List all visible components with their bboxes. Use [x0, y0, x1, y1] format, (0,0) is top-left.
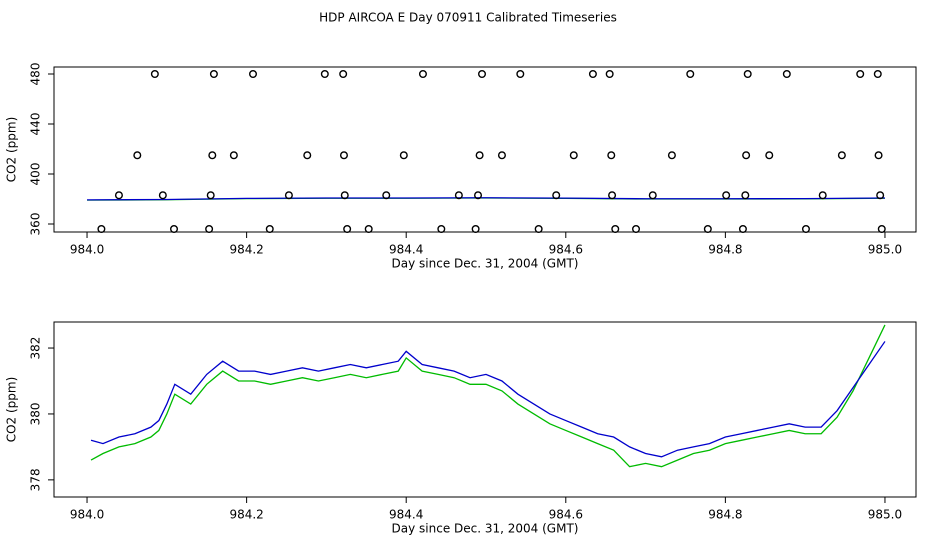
data-point	[722, 191, 731, 200]
x-tick-label: 984.0	[70, 508, 104, 522]
x-tick-label: 984.6	[549, 243, 583, 257]
data-point	[611, 224, 620, 233]
data-point	[320, 69, 329, 78]
data-point	[516, 69, 525, 78]
y-axis-label: CO2 (ppm)	[5, 117, 19, 183]
x-axis-label: Day since Dec. 31, 2004 (GMT)	[392, 257, 579, 271]
y-axis-label: CO2 (ppm)	[5, 377, 19, 443]
data-point	[569, 151, 578, 160]
data-point	[667, 151, 676, 160]
series-line	[90, 324, 886, 468]
data-point	[588, 69, 597, 78]
data-point	[170, 224, 179, 233]
data-point	[114, 191, 123, 200]
data-point	[382, 191, 391, 200]
data-point	[399, 151, 408, 160]
data-point	[249, 69, 258, 78]
x-tick-label: 984.4	[389, 243, 423, 257]
page-title: HDP AIRCOA E Day 070911 Calibrated Times…	[319, 11, 617, 25]
x-tick-label: 984.6	[549, 508, 583, 522]
x-tick-label: 985.0	[868, 243, 902, 257]
data-point	[343, 224, 352, 233]
data-point	[205, 224, 214, 233]
data-point	[471, 224, 480, 233]
data-point	[873, 69, 882, 78]
data-point	[818, 191, 827, 200]
data-point	[703, 224, 712, 233]
data-point	[437, 224, 446, 233]
y-tick-label: 360	[29, 213, 43, 236]
y-tick-label: 480	[29, 63, 43, 86]
y-tick-label: 440	[29, 113, 43, 136]
data-point	[478, 69, 487, 78]
data-point	[686, 69, 695, 78]
data-point	[97, 224, 106, 233]
data-point	[876, 191, 885, 200]
data-point	[340, 191, 349, 200]
x-tick-label: 984.2	[229, 508, 263, 522]
data-point	[742, 151, 751, 160]
y-tick-label: 400	[29, 163, 43, 186]
plot-frame	[53, 321, 917, 498]
data-point	[150, 69, 159, 78]
data-point	[475, 151, 484, 160]
y-tick-label: 382	[29, 337, 43, 360]
data-point	[206, 191, 215, 200]
data-point	[497, 151, 506, 160]
data-point	[607, 151, 616, 160]
data-point	[209, 69, 218, 78]
data-point	[741, 191, 750, 200]
data-point	[339, 151, 348, 160]
x-tick-label: 984.0	[70, 243, 104, 257]
y-tick-label: 378	[29, 468, 43, 491]
data-point	[837, 151, 846, 160]
data-point	[133, 151, 142, 160]
x-tick-label: 984.8	[708, 508, 742, 522]
y-tick-label: 380	[29, 402, 43, 425]
data-point	[605, 69, 614, 78]
plot-frame	[53, 66, 917, 233]
data-point	[877, 224, 886, 233]
data-point	[454, 191, 463, 200]
data-point	[208, 151, 217, 160]
data-point	[552, 191, 561, 200]
data-point	[474, 191, 483, 200]
data-point	[284, 191, 293, 200]
data-point	[648, 191, 657, 200]
data-point	[738, 224, 747, 233]
data-point	[418, 69, 427, 78]
series-line	[90, 341, 886, 458]
series-line	[87, 197, 885, 201]
data-point	[608, 191, 617, 200]
data-point	[303, 151, 312, 160]
x-tick-label: 984.2	[229, 243, 263, 257]
data-point	[364, 224, 373, 233]
x-tick-label: 985.0	[868, 508, 902, 522]
x-tick-label: 984.8	[708, 243, 742, 257]
data-point	[265, 224, 274, 233]
data-point	[743, 69, 752, 78]
data-point	[765, 151, 774, 160]
data-point	[229, 151, 238, 160]
data-point	[782, 69, 791, 78]
data-point	[534, 224, 543, 233]
data-point	[856, 69, 865, 78]
data-point	[632, 224, 641, 233]
data-point	[339, 69, 348, 78]
data-point	[801, 224, 810, 233]
x-tick-label: 984.4	[389, 508, 423, 522]
x-axis-label: Day since Dec. 31, 2004 (GMT)	[392, 522, 579, 536]
data-point	[874, 151, 883, 160]
data-point	[158, 191, 167, 200]
